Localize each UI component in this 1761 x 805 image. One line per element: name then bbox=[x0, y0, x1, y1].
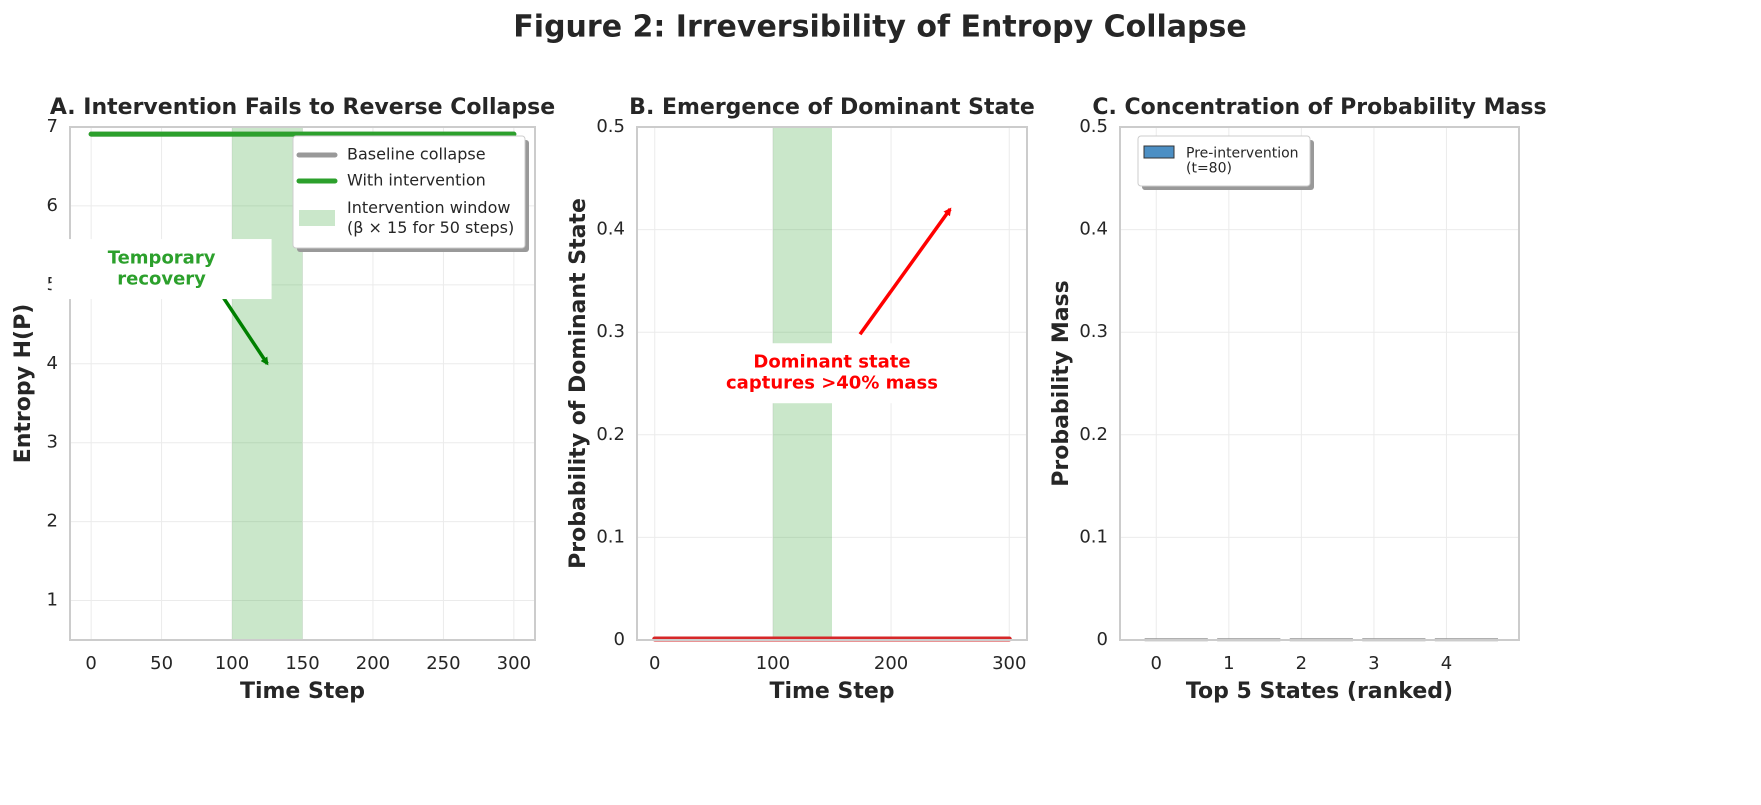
x-tick-label: 200 bbox=[874, 653, 908, 674]
annotation-arrow bbox=[221, 296, 269, 366]
annotation-arrow bbox=[858, 207, 952, 336]
x-tick-label: 4 bbox=[1441, 653, 1452, 674]
y-tick-label: 2 bbox=[47, 511, 58, 532]
y-tick-label: 0.3 bbox=[1079, 321, 1108, 342]
x-tick-label: 250 bbox=[426, 653, 460, 674]
y-tick-label: 0.2 bbox=[1079, 424, 1108, 445]
y-tick-label: 0.1 bbox=[596, 526, 625, 547]
annotation: Dominant state captures >40% mass bbox=[726, 352, 938, 394]
y-tick-label: 0.5 bbox=[1079, 116, 1108, 137]
y-tick-label: 1 bbox=[47, 590, 58, 611]
plot-frame bbox=[1119, 126, 1520, 641]
y-tick-label: 0.4 bbox=[1079, 219, 1108, 240]
y-tick-label: 3 bbox=[47, 432, 58, 453]
panel-title: A. Intervention Fails to Reverse Collaps… bbox=[50, 95, 555, 120]
y-tick-label: 0.4 bbox=[596, 219, 625, 240]
y-tick-label: 4 bbox=[47, 353, 58, 374]
y-tick-label: 0 bbox=[1097, 629, 1108, 650]
annotation-bg bbox=[51, 239, 272, 300]
legend-swatch bbox=[1143, 145, 1175, 159]
x-tick-label: 3 bbox=[1368, 653, 1379, 674]
y-axis-label: Entropy H(P) bbox=[11, 304, 36, 464]
y-tick-label: 6 bbox=[47, 195, 58, 216]
plot-frame bbox=[69, 126, 536, 641]
x-tick-label: 1 bbox=[1223, 653, 1234, 674]
panel-title: B. Emergence of Dominant State bbox=[629, 95, 1035, 120]
x-tick-label: 0 bbox=[85, 653, 96, 674]
x-tick-label: 200 bbox=[356, 653, 390, 674]
y-tick-label: 0.1 bbox=[1079, 526, 1108, 547]
legend-label: Pre-intervention (t=80) bbox=[1186, 146, 1299, 177]
x-axis-label: Time Step bbox=[240, 679, 365, 704]
plot-frame bbox=[636, 126, 1028, 641]
x-axis-label: Time Step bbox=[769, 679, 894, 704]
legend bbox=[1137, 135, 1311, 187]
figure-title: Figure 2: Irreversibility of Entropy Col… bbox=[513, 10, 1246, 45]
y-tick-label: 0 bbox=[614, 629, 625, 650]
x-tick-label: 0 bbox=[649, 653, 660, 674]
legend-label: Baseline collapse bbox=[347, 145, 486, 164]
y-tick-label: 0.5 bbox=[596, 116, 625, 137]
annotation: Temporary recovery bbox=[108, 248, 216, 290]
x-tick-label: 0 bbox=[1151, 653, 1162, 674]
y-tick-label: 7 bbox=[47, 116, 58, 137]
x-tick-label: 300 bbox=[497, 653, 531, 674]
legend-label: Intervention window (β × 15 for 50 steps) bbox=[347, 198, 514, 237]
y-tick-label: 0.3 bbox=[596, 321, 625, 342]
legend-label: With intervention bbox=[347, 171, 486, 190]
legend-swatch bbox=[299, 210, 335, 226]
x-tick-label: 100 bbox=[756, 653, 790, 674]
panel-title: C. Concentration of Probability Mass bbox=[1092, 95, 1546, 120]
x-tick-label: 100 bbox=[215, 653, 249, 674]
x-tick-label: 2 bbox=[1296, 653, 1307, 674]
y-axis-label: Probability Mass bbox=[1049, 280, 1074, 487]
y-tick-label: 0.2 bbox=[596, 424, 625, 445]
x-tick-label: 50 bbox=[150, 653, 173, 674]
y-axis-label: Probability of Dominant State bbox=[566, 198, 591, 569]
x-axis-label: Top 5 States (ranked) bbox=[1186, 679, 1453, 704]
x-tick-label: 150 bbox=[285, 653, 319, 674]
span bbox=[232, 127, 303, 640]
annotation-bg bbox=[722, 343, 942, 404]
legend bbox=[292, 135, 526, 249]
x-tick-label: 300 bbox=[992, 653, 1026, 674]
